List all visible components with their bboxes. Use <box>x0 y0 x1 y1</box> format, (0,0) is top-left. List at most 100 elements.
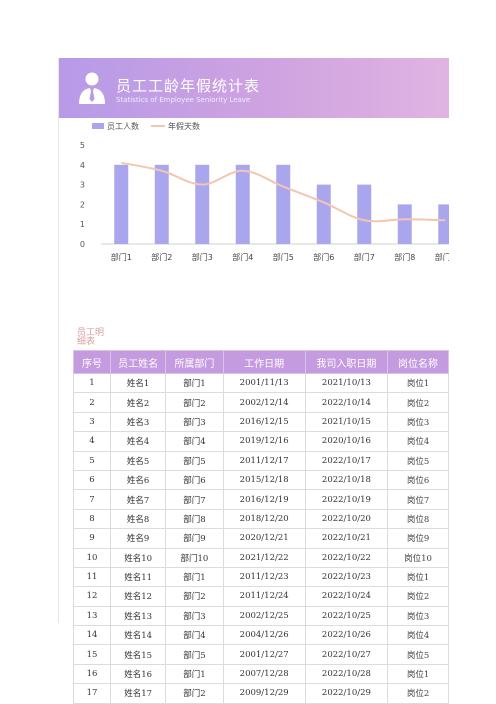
table-cell: 姓名4 <box>109 431 167 452</box>
table-cell: 姓名9 <box>109 528 167 549</box>
table-row: 6 姓名6 部门6 2015/12/18 2022/10/18 岗位6 <box>73 469 449 491</box>
title-banner: 员工工龄年假统计表 Statistics of Employee Seniori… <box>59 58 449 118</box>
table-cell: 姓名2 <box>109 392 167 413</box>
table-cell: 2022/10/26 <box>304 625 389 646</box>
table-cell: 6 <box>73 469 111 491</box>
x-tick-label: 部门1 <box>111 252 132 262</box>
bar <box>195 164 210 244</box>
table-cell: 部门7 <box>165 489 224 510</box>
table-cell: 姓名14 <box>109 625 167 646</box>
table-cell: 7 <box>73 489 111 510</box>
table-row: 1 姓名1 部门1 2001/11/13 2021/10/13 岗位1 <box>73 372 449 394</box>
table-cell: 部门1 <box>165 372 224 394</box>
column-header: 我司入职日期 <box>304 350 389 374</box>
table-cell: 2011/12/23 <box>222 566 306 588</box>
employee-icon <box>79 72 105 104</box>
table-cell: 岗位4 <box>387 625 449 646</box>
table-cell: 11 <box>73 566 111 588</box>
bar <box>397 204 412 244</box>
y-tick-label: 1 <box>80 220 85 229</box>
table-cell: 部门3 <box>165 411 224 433</box>
bar <box>316 184 331 244</box>
table-cell: 部门9 <box>165 528 224 549</box>
table-cell: 4 <box>73 431 111 452</box>
page-title: 员工工龄年假统计表 <box>116 77 261 95</box>
table-cell: 岗位8 <box>387 508 449 530</box>
table-cell: 2021/12/22 <box>222 547 306 568</box>
table-cell: 岗位7 <box>387 489 449 510</box>
table-cell: 岗位1 <box>387 663 449 685</box>
table-cell: 2009/12/29 <box>222 683 306 704</box>
table-cell: 2022/10/20 <box>304 508 389 530</box>
table-cell: 2011/12/24 <box>222 586 306 607</box>
table-row: 11 姓名11 部门1 2011/12/23 2022/10/23 岗位1 <box>73 566 449 588</box>
table-cell: 岗位2 <box>387 683 449 704</box>
table-cell: 2021/10/15 <box>304 411 389 433</box>
table-cell: 部门8 <box>165 508 224 530</box>
table-cell: 17 <box>73 683 111 704</box>
table-cell: 姓名16 <box>109 663 167 685</box>
table-cell: 2022/10/19 <box>304 489 389 510</box>
table-cell: 2022/10/14 <box>304 392 389 413</box>
table-row: 14 姓名14 部门4 2004/12/26 2022/10/26 岗位4 <box>73 625 449 646</box>
table-cell: 姓名1 <box>109 372 167 394</box>
table-cell: 姓名12 <box>109 586 167 607</box>
table-cell: 姓名17 <box>109 683 167 704</box>
table-cell: 10 <box>73 547 111 568</box>
legend-label: 员工人数 <box>107 121 139 131</box>
table-cell: 岗位2 <box>387 586 449 607</box>
table-cell: 14 <box>73 625 111 646</box>
x-tick-label: 部门9 <box>435 252 449 262</box>
column-header: 岗位名称 <box>387 350 449 374</box>
table-row: 17 姓名17 部门2 2009/12/29 2022/10/29 岗位2 <box>73 683 449 704</box>
table-cell: 2001/12/27 <box>222 644 306 665</box>
table-cell: 岗位5 <box>387 450 449 471</box>
table-row: 3 姓名3 部门3 2016/12/15 2021/10/15 岗位3 <box>73 411 449 433</box>
y-tick-label: 2 <box>80 200 85 209</box>
table-header-row: 序号 员工姓名 所属部门 工作日期 我司入职日期 岗位名称 <box>73 350 449 374</box>
table-cell: 姓名8 <box>109 508 167 530</box>
table-cell: 姓名13 <box>109 605 167 627</box>
table-cell: 3 <box>73 411 111 433</box>
table-cell: 部门5 <box>165 450 224 471</box>
table-body: 1 姓名1 部门1 2001/11/13 2021/10/13 岗位1 2 姓名2 部门2 200… <box>73 372 449 704</box>
table-cell: 2002/12/14 <box>222 392 306 413</box>
table-cell: 2015/12/18 <box>222 469 306 491</box>
table-cell: 2022/10/18 <box>304 469 389 491</box>
table-cell: 2022/10/17 <box>304 450 389 471</box>
x-tick-label: 部门2 <box>151 252 172 262</box>
table-cell: 13 <box>73 605 111 627</box>
table-cell: 部门10 <box>165 547 224 568</box>
x-tick-label: 部门7 <box>354 252 375 262</box>
table-cell: 岗位1 <box>387 372 449 394</box>
table-row: 8 姓名8 部门8 2018/12/20 2022/10/20 岗位8 <box>73 508 449 530</box>
table-cell: 姓名7 <box>109 489 167 510</box>
table-cell: 姓名5 <box>109 450 167 471</box>
table-cell: 岗位3 <box>387 411 449 433</box>
legend-label: 年假天数 <box>168 121 200 131</box>
table-cell: 姓名10 <box>109 547 167 568</box>
bar <box>114 164 129 244</box>
table-cell: 2020/12/21 <box>222 528 306 549</box>
table-cell: 2022/10/25 <box>304 605 389 627</box>
table-cell: 岗位1 <box>387 566 449 588</box>
column-header: 员工姓名 <box>109 350 167 374</box>
table-row: 4 姓名4 部门4 2019/12/16 2020/10/16 岗位4 <box>73 431 449 452</box>
table-cell: 2004/12/26 <box>222 625 306 646</box>
series-line <box>121 161 446 223</box>
table-cell: 2022/10/21 <box>304 528 389 549</box>
table-cell: 2007/12/28 <box>222 663 306 685</box>
table-cell: 岗位2 <box>387 392 449 413</box>
table-cell: 岗位9 <box>387 528 449 549</box>
bar <box>438 204 449 244</box>
bar <box>276 164 291 244</box>
table-row: 12 姓名12 部门2 2011/12/24 2022/10/24 岗位2 <box>73 586 449 607</box>
column-header: 工作日期 <box>222 350 306 374</box>
table-cell: 2016/12/19 <box>222 489 306 510</box>
table-cell: 2020/10/16 <box>304 431 389 452</box>
table-row: 13 姓名13 部门3 2002/12/25 2022/10/25 岗位3 <box>73 605 449 627</box>
table-row: 2 姓名2 部门2 2002/12/14 2022/10/14 岗位2 <box>73 392 449 413</box>
employee-table: 序号 员工姓名 所属部门 工作日期 我司入职日期 岗位名称 1 姓名1 部门1 2001/11/… <box>73 350 449 704</box>
page-subtitle: Statistics of Employee Seniority Leave <box>116 96 251 104</box>
x-tick-label: 部门6 <box>313 252 334 262</box>
